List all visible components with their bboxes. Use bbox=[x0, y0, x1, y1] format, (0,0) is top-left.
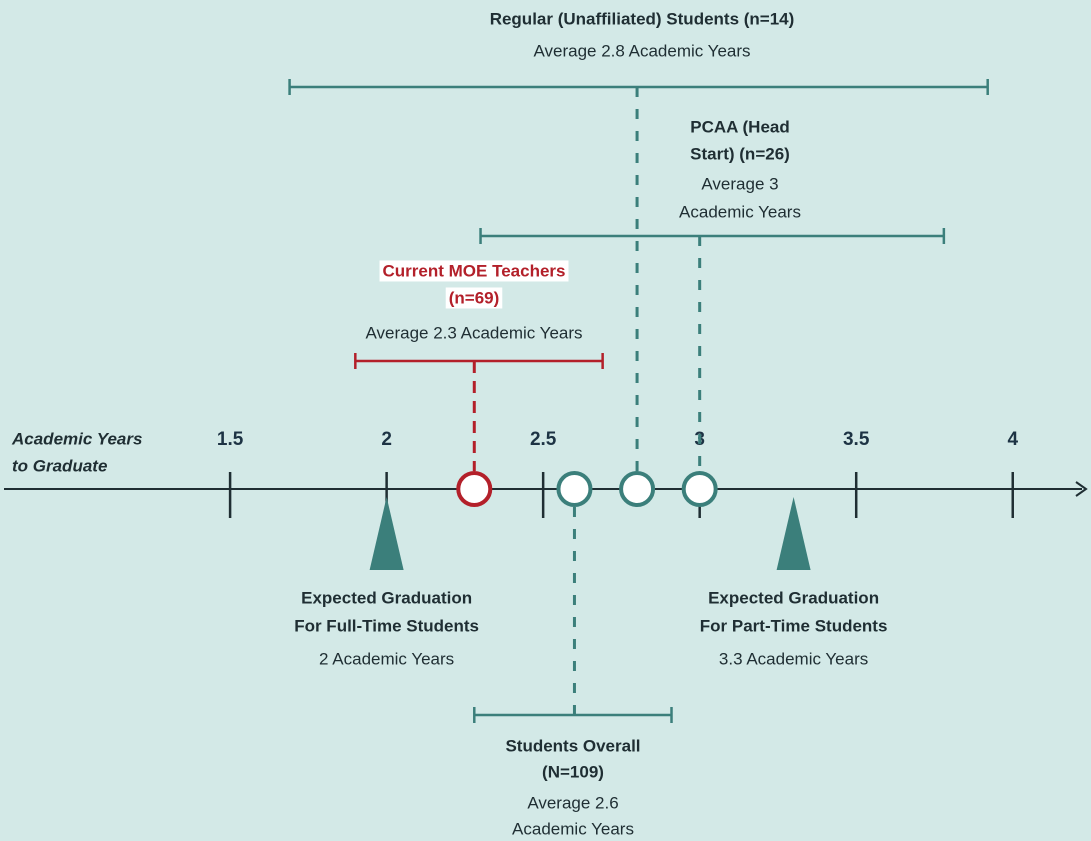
axis-title: to Graduate bbox=[12, 456, 107, 475]
x-tick-label: 3.5 bbox=[843, 429, 870, 450]
axis-title: Academic Years bbox=[11, 429, 142, 448]
group-subtitle: Average 2.8 Academic Years bbox=[533, 41, 750, 60]
group-title: Regular (Unaffiliated) Students (n=14) bbox=[490, 9, 795, 28]
group-title: (N=109) bbox=[542, 762, 604, 781]
marker-subtitle: 2 Academic Years bbox=[319, 649, 454, 668]
mean-marker bbox=[458, 473, 490, 505]
page: Academic Yearsto Graduate1.522.533.54Reg… bbox=[0, 0, 1091, 841]
group-title: (n=69) bbox=[449, 288, 500, 307]
x-tick-label: 2.5 bbox=[530, 429, 557, 450]
mean-marker bbox=[558, 473, 590, 505]
group-subtitle: Average 2.6 bbox=[527, 793, 618, 812]
group-title: PCAA (Head bbox=[690, 117, 790, 136]
marker-title: Expected Graduation bbox=[708, 588, 879, 607]
mean-marker bbox=[684, 473, 716, 505]
marker-title: For Full-Time Students bbox=[294, 616, 479, 635]
mean-marker bbox=[621, 473, 653, 505]
group-subtitle: Average 2.3 Academic Years bbox=[365, 323, 582, 342]
group-title: Current MOE Teachers bbox=[383, 261, 566, 280]
marker-title: For Part-Time Students bbox=[700, 616, 888, 635]
marker-title: Expected Graduation bbox=[301, 588, 472, 607]
group-title: Start) (n=26) bbox=[690, 144, 790, 163]
marker-subtitle: 3.3 Academic Years bbox=[719, 649, 868, 668]
x-tick-label: 4 bbox=[1007, 429, 1018, 450]
group-title: Students Overall bbox=[505, 736, 640, 755]
x-tick-label: 1.5 bbox=[217, 429, 244, 450]
chart: Academic Yearsto Graduate1.522.533.54Reg… bbox=[0, 0, 1091, 841]
group-subtitle: Academic Years bbox=[679, 202, 801, 221]
x-tick-label: 2 bbox=[381, 429, 392, 450]
group-subtitle: Academic Years bbox=[512, 819, 634, 838]
group-subtitle: Average 3 bbox=[701, 174, 778, 193]
